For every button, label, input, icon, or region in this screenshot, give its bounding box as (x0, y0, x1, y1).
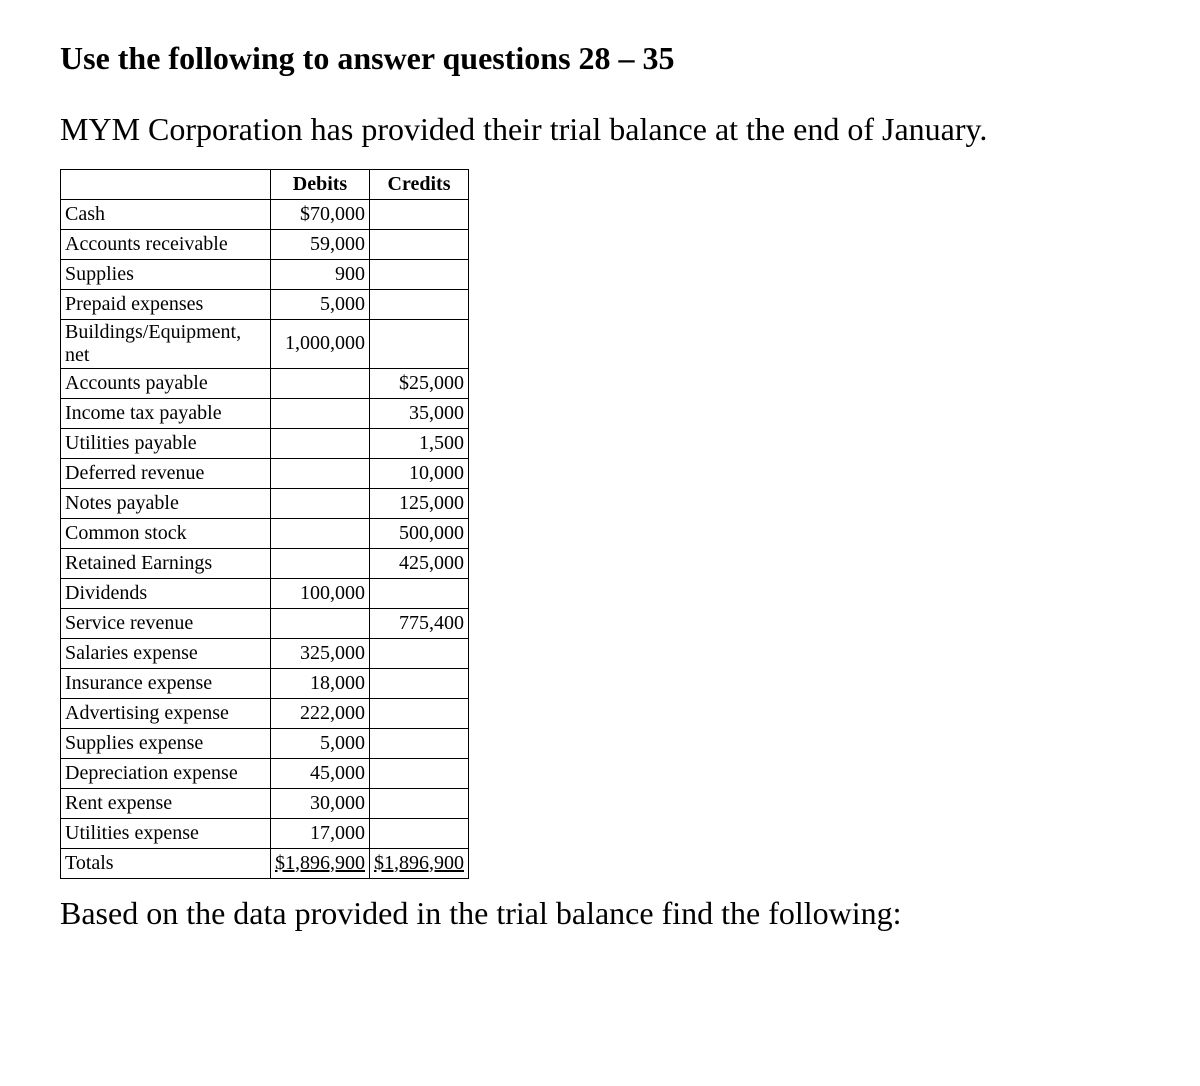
credit-cell (370, 319, 469, 368)
table-row: Buildings/Equipment, net1,000,000 (61, 319, 469, 368)
account-cell: Accounts payable (61, 368, 271, 398)
trial-balance-table: Debits Credits Cash$70,000Accounts recei… (60, 169, 469, 879)
totals-credit: $1,896,900 (370, 848, 469, 878)
debit-cell: 30,000 (271, 788, 370, 818)
credit-cell (370, 259, 469, 289)
credit-cell: 125,000 (370, 488, 469, 518)
debit-cell: 45,000 (271, 758, 370, 788)
debit-cell: 59,000 (271, 229, 370, 259)
totals-debit: $1,896,900 (271, 848, 370, 878)
account-cell: Utilities expense (61, 818, 271, 848)
credit-cell (370, 758, 469, 788)
account-cell: Rent expense (61, 788, 271, 818)
credit-cell (370, 698, 469, 728)
table-row: Dividends100,000 (61, 578, 469, 608)
intro-text: MYM Corporation has provided their trial… (60, 109, 1140, 151)
credit-cell (370, 788, 469, 818)
table-row: Advertising expense222,000 (61, 698, 469, 728)
credit-cell (370, 728, 469, 758)
debit-cell (271, 458, 370, 488)
debit-cell: 5,000 (271, 289, 370, 319)
table-row: Common stock 500,000 (61, 518, 469, 548)
account-cell: Supplies expense (61, 728, 271, 758)
debit-cell: 5,000 (271, 728, 370, 758)
account-cell: Service revenue (61, 608, 271, 638)
credit-cell: 35,000 (370, 398, 469, 428)
debit-cell (271, 428, 370, 458)
account-cell: Utilities payable (61, 428, 271, 458)
page-heading: Use the following to answer questions 28… (60, 40, 1140, 77)
account-cell: Common stock (61, 518, 271, 548)
account-cell: Notes payable (61, 488, 271, 518)
table-row: Salaries expense325,000 (61, 638, 469, 668)
credit-cell (370, 638, 469, 668)
credit-cell (370, 289, 469, 319)
account-cell: Advertising expense (61, 698, 271, 728)
totals-row: Totals$1,896,900$1,896,900 (61, 848, 469, 878)
header-debits: Debits (271, 169, 370, 199)
table-row: Depreciation expense45,000 (61, 758, 469, 788)
account-cell: Cash (61, 199, 271, 229)
credit-cell (370, 818, 469, 848)
debit-cell: 100,000 (271, 578, 370, 608)
account-cell: Income tax payable (61, 398, 271, 428)
account-cell: Deferred revenue (61, 458, 271, 488)
debit-cell (271, 488, 370, 518)
table-row: Supplies900 (61, 259, 469, 289)
account-cell: Depreciation expense (61, 758, 271, 788)
debit-cell (271, 518, 370, 548)
table-row: Service revenue 775,400 (61, 608, 469, 638)
debit-cell: 900 (271, 259, 370, 289)
table-row: Income tax payable 35,000 (61, 398, 469, 428)
debit-cell: 17,000 (271, 818, 370, 848)
table-row: Deferred revenue 10,000 (61, 458, 469, 488)
credit-cell: 425,000 (370, 548, 469, 578)
table-row: Accounts payable $25,000 (61, 368, 469, 398)
debit-cell (271, 608, 370, 638)
account-cell: Retained Earnings (61, 548, 271, 578)
credit-cell: 10,000 (370, 458, 469, 488)
debit-cell (271, 368, 370, 398)
account-cell: Insurance expense (61, 668, 271, 698)
credit-cell: 1,500 (370, 428, 469, 458)
credit-cell (370, 199, 469, 229)
account-cell: Salaries expense (61, 638, 271, 668)
credit-cell: 775,400 (370, 608, 469, 638)
debit-cell: $70,000 (271, 199, 370, 229)
outro-text: Based on the data provided in the trial … (60, 893, 1140, 935)
table-header-row: Debits Credits (61, 169, 469, 199)
table-row: Retained Earnings 425,000 (61, 548, 469, 578)
account-cell: Buildings/Equipment, net (61, 319, 271, 368)
debit-cell: 222,000 (271, 698, 370, 728)
table-row: Notes payable 125,000 (61, 488, 469, 518)
account-cell: Prepaid expenses (61, 289, 271, 319)
account-cell: Supplies (61, 259, 271, 289)
table-row: Insurance expense18,000 (61, 668, 469, 698)
table-row: Utilities payable 1,500 (61, 428, 469, 458)
account-cell: Accounts receivable (61, 229, 271, 259)
debit-cell: 325,000 (271, 638, 370, 668)
debit-cell (271, 398, 370, 428)
credit-cell (370, 229, 469, 259)
credit-cell: $25,000 (370, 368, 469, 398)
totals-label: Totals (61, 848, 271, 878)
header-credits: Credits (370, 169, 469, 199)
credit-cell: 500,000 (370, 518, 469, 548)
debit-cell (271, 548, 370, 578)
header-account (61, 169, 271, 199)
debit-cell: 1,000,000 (271, 319, 370, 368)
account-cell: Dividends (61, 578, 271, 608)
table-row: Rent expense30,000 (61, 788, 469, 818)
debit-cell: 18,000 (271, 668, 370, 698)
table-row: Utilities expense17,000 (61, 818, 469, 848)
credit-cell (370, 668, 469, 698)
table-row: Prepaid expenses5,000 (61, 289, 469, 319)
table-row: Cash$70,000 (61, 199, 469, 229)
credit-cell (370, 578, 469, 608)
table-row: Supplies expense5,000 (61, 728, 469, 758)
table-row: Accounts receivable59,000 (61, 229, 469, 259)
